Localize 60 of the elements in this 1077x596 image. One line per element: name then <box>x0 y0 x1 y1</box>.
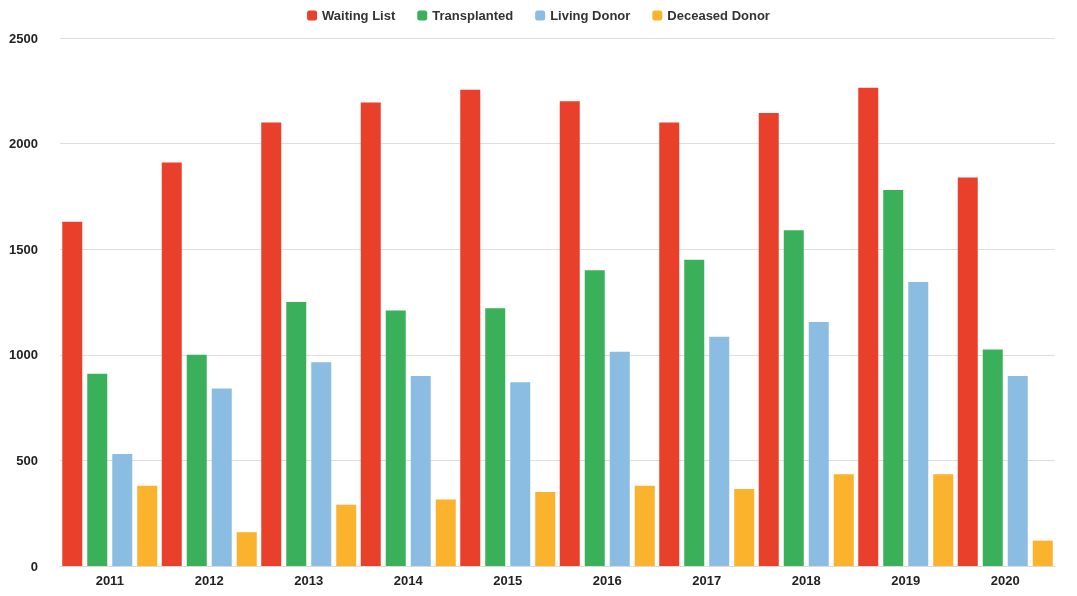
x-tick-label: 2013 <box>294 573 324 588</box>
bar <box>833 474 854 566</box>
x-tick-label: 2018 <box>791 573 821 588</box>
bar <box>758 112 779 566</box>
bar <box>858 87 879 566</box>
legend-label: Deceased Donor <box>667 8 770 23</box>
bar <box>62 221 83 566</box>
bar <box>1032 540 1053 566</box>
bar <box>410 375 431 566</box>
bar <box>584 270 605 566</box>
bar <box>261 122 282 566</box>
bar <box>311 362 332 566</box>
bar <box>783 230 804 566</box>
bar <box>957 177 978 566</box>
bar <box>87 373 108 566</box>
bar <box>634 485 655 566</box>
bar <box>336 504 357 566</box>
bar <box>211 388 232 566</box>
bar <box>1007 375 1028 566</box>
bar <box>535 492 556 566</box>
bar <box>161 162 182 566</box>
bar <box>460 89 481 566</box>
bar <box>485 308 506 566</box>
bar <box>435 499 456 566</box>
x-tick-label: 2020 <box>990 573 1020 588</box>
bar <box>510 382 531 566</box>
x-tick-label: 2016 <box>592 573 622 588</box>
bar <box>609 351 630 566</box>
bar <box>559 101 580 566</box>
bar <box>684 259 705 566</box>
legend-label: Living Donor <box>550 8 631 23</box>
x-tick-label: 2017 <box>692 573 722 588</box>
y-tick-label: 1500 <box>9 241 38 257</box>
x-tick-label: 2014 <box>393 573 424 588</box>
y-tick-label: 1000 <box>9 347 38 363</box>
x-tick-label: 2019 <box>891 573 921 588</box>
legend-label: Transplanted <box>432 8 514 23</box>
y-tick-label: 2000 <box>9 136 38 152</box>
bar <box>236 532 257 566</box>
bar <box>286 302 307 566</box>
bar <box>808 322 829 566</box>
bar <box>982 349 1003 566</box>
bar <box>360 102 381 566</box>
y-tick-label: 2500 <box>9 30 38 46</box>
bar <box>709 336 730 566</box>
x-tick-label: 2015 <box>493 573 523 588</box>
bar <box>385 310 406 566</box>
x-tick-label: 2011 <box>95 573 124 588</box>
y-tick-label: 0 <box>30 558 38 574</box>
bar <box>883 190 904 566</box>
bar <box>734 488 755 566</box>
bar <box>659 122 680 566</box>
y-tick-label: 500 <box>16 452 38 468</box>
bar <box>186 354 207 566</box>
x-tick-label: 2012 <box>194 573 224 588</box>
bar <box>112 454 133 566</box>
bar <box>137 485 158 566</box>
bar <box>908 281 929 566</box>
legend-label: Waiting List <box>322 8 396 23</box>
bar <box>933 474 954 566</box>
